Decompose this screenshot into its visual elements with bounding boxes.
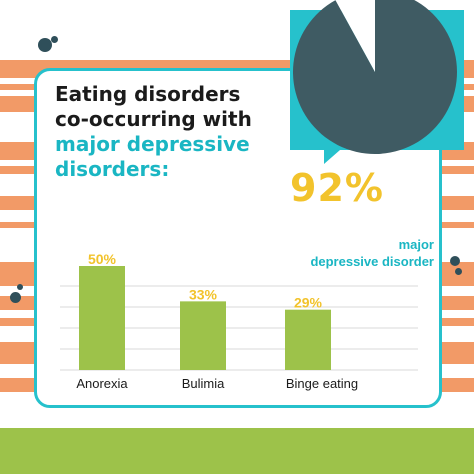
decor-dot xyxy=(17,284,23,290)
bg-stripe-green xyxy=(0,428,474,474)
decor-dot xyxy=(51,36,58,43)
decor-dot xyxy=(455,268,462,275)
category-label: Anorexia xyxy=(76,376,128,391)
title-line: disorders: xyxy=(55,157,170,181)
bar xyxy=(180,301,226,370)
highlight-label: major depressive disorder xyxy=(274,236,434,270)
title-line: co-occurring with xyxy=(55,107,252,131)
decor-dot xyxy=(38,38,52,52)
title-line: major depressive xyxy=(55,132,250,156)
pie-bubble xyxy=(290,0,464,164)
highlight-value: 92% xyxy=(290,166,384,210)
highlight-label-line: major xyxy=(398,237,434,252)
category-label: Bulimia xyxy=(182,376,225,391)
bar xyxy=(79,266,125,370)
bar-value-label: 33% xyxy=(189,286,218,302)
bar-value-label: 29% xyxy=(294,295,323,311)
decor-dot xyxy=(450,256,460,266)
chart-title: Eating disorders co-occurring with major… xyxy=(55,82,252,182)
bar xyxy=(285,309,331,370)
bar-value-label: 50% xyxy=(88,251,117,267)
pie-slice-depressive xyxy=(293,0,457,154)
pie-slice-other xyxy=(335,0,375,72)
category-label: Binge eating xyxy=(286,376,358,391)
highlight-label-line: depressive disorder xyxy=(310,254,434,269)
decor-dot xyxy=(10,292,21,303)
title-line: Eating disorders xyxy=(55,82,241,106)
